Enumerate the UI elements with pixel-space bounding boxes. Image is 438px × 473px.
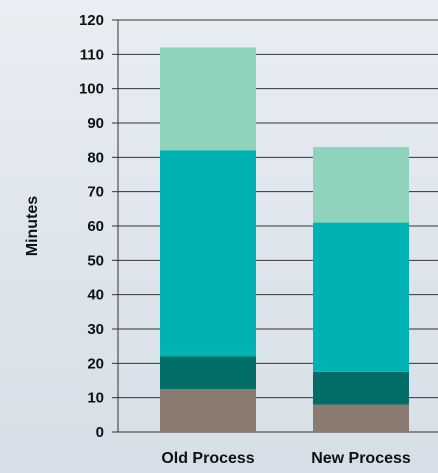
bar-segment (313, 404, 409, 432)
y-tick-label: 90 (87, 115, 104, 132)
bar-segment (160, 389, 256, 432)
y-tick-label: 70 (87, 184, 104, 201)
bar-segment (160, 47, 256, 151)
x-category-label: New Process (311, 450, 411, 467)
bar-segment (313, 371, 409, 405)
bar-segment (313, 147, 409, 223)
y-tick-label: 0 (96, 424, 104, 441)
y-tick-label: 120 (79, 12, 104, 29)
y-tick-label: 10 (87, 390, 104, 407)
bars (160, 47, 409, 432)
y-tick-label: 40 (87, 287, 104, 304)
y-tick-label: 100 (79, 81, 104, 98)
y-axis-ticks: 0 10 20 30 40 50 60 70 80 90 100 110 120 (79, 12, 118, 441)
x-category-label: Old Process (161, 450, 254, 467)
x-axis-labels: Old Process New Process (161, 450, 411, 467)
y-tick-label: 80 (87, 149, 104, 166)
bar-segment (313, 222, 409, 372)
y-axis-title: Minutes (24, 196, 41, 257)
y-tick-label: 110 (80, 46, 104, 63)
bar-segment (160, 356, 256, 390)
y-tick-label: 60 (87, 218, 104, 235)
y-tick-label: 20 (87, 355, 104, 372)
y-tick-label: 50 (87, 252, 104, 269)
y-tick-label: 30 (87, 321, 104, 338)
bar-segment (160, 150, 256, 357)
